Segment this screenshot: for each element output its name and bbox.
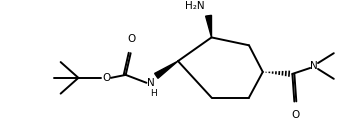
Polygon shape <box>155 61 178 78</box>
Text: N: N <box>310 61 318 71</box>
Text: O: O <box>291 110 299 120</box>
Text: O: O <box>102 73 110 83</box>
Text: H: H <box>150 89 157 98</box>
Text: N: N <box>147 78 154 88</box>
Text: H₂N: H₂N <box>185 1 205 11</box>
Polygon shape <box>206 15 211 37</box>
Text: O: O <box>127 34 136 44</box>
